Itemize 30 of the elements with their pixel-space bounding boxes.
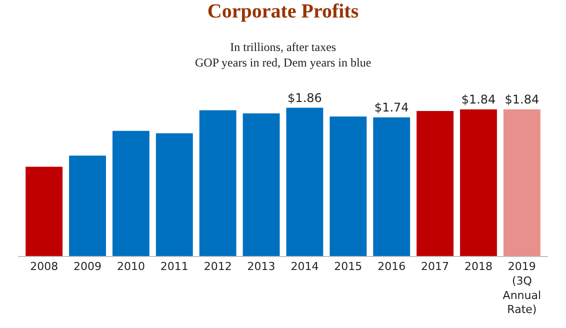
bar [199,110,236,256]
x-tick-label: 2017 [421,260,450,274]
x-tick-label: 2010 [116,260,145,274]
bar [242,113,280,256]
data-label: $1.84 [504,92,540,106]
x-tick-label: 2008 [30,260,58,274]
bar [112,130,150,256]
bar [503,109,540,256]
chart-subtitle: In trillions, after taxes GOP years in red, Dem years in blue [195,40,372,70]
x-tick-label: 2009 [74,260,102,274]
chart-title: Corporate Profits [207,0,359,22]
data-label: $1.74 [374,100,409,114]
bar [460,109,497,256]
x-tick-label: 2013 [247,260,276,274]
bar [330,116,367,256]
x-tick-label: 2012 [204,260,232,274]
bar [416,110,454,256]
x-tick-label: 2016 [378,260,406,274]
x-tick-label: 2014 [290,260,319,274]
data-label: $1.86 [288,90,322,105]
bar [286,108,324,256]
data-label: $1.84 [461,92,496,106]
x-tick-label: 2011 [160,260,188,274]
x-tick-label: 2019 (3Q Annual Rate) [502,260,542,316]
bar [156,133,193,256]
bar [26,166,63,256]
bar [69,156,106,256]
x-tick-label: 2015 [334,260,362,274]
bar [373,117,410,256]
x-tick-label: 2018 [464,260,492,274]
